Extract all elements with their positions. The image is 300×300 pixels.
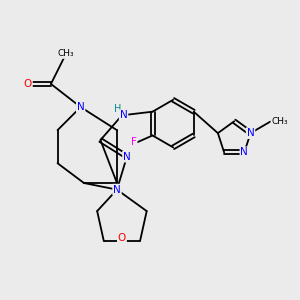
Text: N: N [77, 102, 85, 112]
Text: O: O [118, 232, 126, 242]
Text: N: N [240, 147, 248, 157]
Text: N: N [120, 110, 128, 120]
Text: N: N [123, 152, 131, 162]
Text: CH₃: CH₃ [58, 49, 74, 58]
Text: H: H [114, 104, 122, 114]
Text: F: F [131, 137, 137, 147]
Text: N: N [247, 128, 254, 138]
Text: N: N [113, 184, 121, 195]
Text: O: O [24, 79, 32, 89]
Text: CH₃: CH₃ [271, 117, 288, 126]
